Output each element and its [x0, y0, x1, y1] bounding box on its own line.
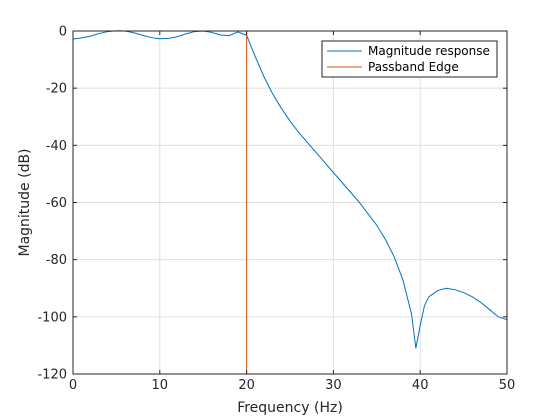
x-tick-label: 10 — [152, 378, 169, 393]
x-tick-label: 20 — [238, 378, 255, 393]
x-tick-label: 0 — [69, 378, 77, 393]
y-tick-label: -120 — [37, 368, 67, 383]
y-tick-label: -20 — [46, 82, 67, 97]
legend: Magnitude response Passband Edge — [321, 40, 498, 78]
y-tick-label: -60 — [46, 196, 67, 211]
legend-label: Passband Edge — [368, 60, 459, 74]
series-layer — [72, 30, 508, 374]
x-tick-label: 30 — [325, 378, 342, 393]
x-tick-label: 50 — [499, 378, 516, 393]
grid — [72, 30, 508, 375]
axes — [72, 30, 508, 375]
y-tick-label: -100 — [37, 310, 67, 325]
x-axis-label: Frequency (Hz) — [237, 400, 343, 416]
y-axis-label: Magnitude (dB) — [17, 148, 33, 256]
series-line-1 — [72, 30, 508, 349]
legend-label: Magnitude response — [368, 44, 490, 58]
y-tick-label: -40 — [46, 139, 67, 154]
y-tick-label: 0 — [59, 25, 67, 40]
x-tick-label: 40 — [412, 378, 429, 393]
y-tick-label: -80 — [46, 253, 67, 268]
tick-labels: 0 10 20 30 40 50 0 -20 -40 -60 -80 -100 -120 — [37, 25, 515, 394]
legend-box — [321, 40, 498, 78]
